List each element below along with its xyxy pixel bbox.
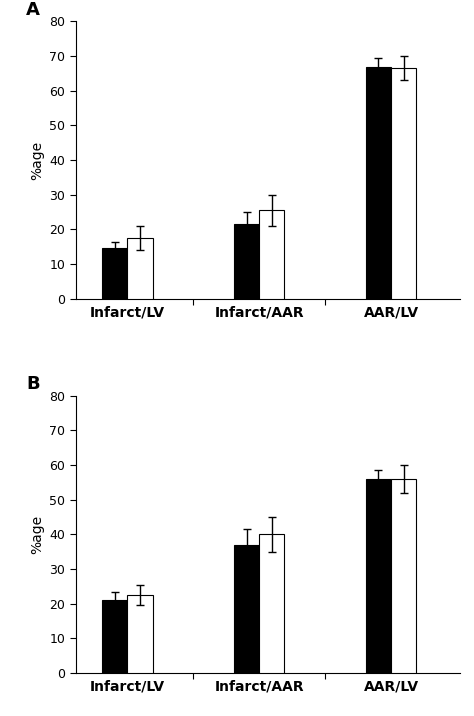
Y-axis label: %age: %age [30, 515, 44, 554]
Y-axis label: %age: %age [30, 140, 44, 180]
Bar [234, 545, 259, 673]
Bar [259, 211, 284, 299]
Bar [128, 238, 153, 299]
Bar [366, 479, 391, 673]
Bar [391, 479, 416, 673]
Bar [366, 67, 391, 299]
Bar [234, 224, 259, 299]
Bar [128, 595, 153, 673]
Bar [102, 248, 128, 299]
Bar [102, 600, 128, 673]
Bar [259, 534, 284, 673]
Bar [391, 68, 416, 299]
Text: A: A [26, 1, 40, 19]
Text: B: B [26, 375, 39, 393]
